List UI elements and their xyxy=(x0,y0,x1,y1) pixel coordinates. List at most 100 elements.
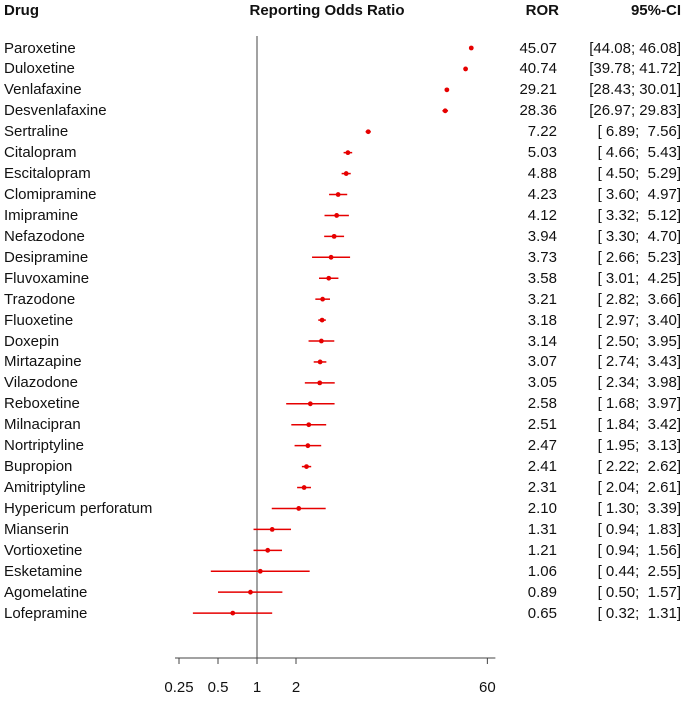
ci-value: [ 0.44; 2.55] xyxy=(597,562,681,580)
ror-value: 1.06 xyxy=(527,562,557,580)
ror-marker xyxy=(365,129,371,135)
ror-value: 2.58 xyxy=(527,395,557,413)
drug-label: Lofepramine xyxy=(4,604,88,622)
drug-label: Imipramine xyxy=(4,206,79,224)
ci-value: [ 2.82; 3.66] xyxy=(597,290,681,308)
column-header-ci: 95%-CI xyxy=(630,2,681,19)
ror-marker xyxy=(328,254,334,260)
ror-marker xyxy=(304,464,309,469)
ror-value: 1.21 xyxy=(527,541,557,559)
ror-value: 4.12 xyxy=(527,206,557,224)
ci-value: [ 4.66; 5.43] xyxy=(597,144,681,162)
ror-marker xyxy=(265,547,271,553)
drug-label: Nortriptyline xyxy=(4,437,85,455)
ror-marker xyxy=(334,213,340,218)
drug-label: Trazodone xyxy=(4,290,76,308)
drug-label: Mianserin xyxy=(4,520,70,538)
x-tick-label: 1 xyxy=(253,679,261,696)
x-tick-label: 2 xyxy=(292,679,300,696)
drug-label: Escitalopram xyxy=(4,165,91,183)
ror-marker xyxy=(230,610,236,616)
ror-value: 2.51 xyxy=(527,416,557,434)
drug-label: Doxepin xyxy=(4,332,60,350)
ci-value: [ 0.32; 1.31] xyxy=(597,604,681,622)
ror-marker xyxy=(343,171,349,176)
ci-value: [ 3.60; 4.97] xyxy=(597,186,681,203)
ror-value: 4.88 xyxy=(527,165,557,183)
ror-marker xyxy=(306,422,312,428)
ci-value: [ 0.50; 1.57] xyxy=(597,583,681,601)
drug-label: Desvenlafaxine xyxy=(4,102,107,120)
ci-value: [ 1.68; 3.97] xyxy=(597,395,681,413)
ror-value: 2.10 xyxy=(527,499,557,517)
ci-value: [39.78; 41.72] xyxy=(589,60,681,78)
ror-value: 2.41 xyxy=(527,458,557,476)
ror-value: 1.31 xyxy=(527,520,557,538)
ci-value: [28.43; 30.01] xyxy=(589,81,681,99)
ror-value: 2.47 xyxy=(527,437,557,455)
drug-label: Esketamine xyxy=(4,562,83,580)
ci-value: [ 6.89; 7.56] xyxy=(597,123,681,141)
ror-value: 3.58 xyxy=(527,269,557,287)
drug-label: Citalopram xyxy=(4,144,77,162)
ci-value: [ 1.95; 3.13] xyxy=(597,437,681,455)
drug-label: Desipramine xyxy=(4,248,89,266)
column-header-drug: Drug xyxy=(4,2,39,19)
ci-value: [ 1.84; 3.42] xyxy=(597,416,681,434)
drug-label: Reboxetine xyxy=(4,395,80,413)
x-tick-label: 0.25 xyxy=(164,679,193,696)
ror-marker xyxy=(442,108,448,114)
drug-label: Bupropion xyxy=(4,458,73,476)
ci-value: [ 3.30; 4.70] xyxy=(597,227,681,245)
ci-value: [ 0.94; 1.83] xyxy=(597,520,681,538)
ror-marker xyxy=(317,359,323,365)
ci-value: [44.08; 46.08] xyxy=(589,39,681,57)
ror-marker xyxy=(320,296,326,302)
drug-label: Fluvoxamine xyxy=(4,269,90,287)
drug-label: Mirtazapine xyxy=(4,353,82,371)
ci-value: [ 3.32; 5.12] xyxy=(597,206,681,224)
drug-label: Amitriptyline xyxy=(4,479,86,497)
ci-value: [ 0.94; 1.56] xyxy=(597,541,681,559)
ror-value: 0.65 xyxy=(527,604,557,622)
ror-value: 5.03 xyxy=(527,144,557,162)
ci-value: [ 2.50; 3.95] xyxy=(597,332,681,350)
ror-marker xyxy=(301,485,307,490)
ci-value: [ 2.22; 2.62] xyxy=(597,458,681,476)
ror-marker xyxy=(463,66,468,72)
ror-marker xyxy=(326,275,332,281)
ror-value: 45.07 xyxy=(519,39,557,57)
ror-marker xyxy=(269,526,275,532)
ci-value: [ 2.34; 3.98] xyxy=(597,374,681,392)
ror-value: 29.21 xyxy=(519,81,557,99)
ror-value: 3.18 xyxy=(527,311,557,329)
ror-value: 3.73 xyxy=(527,248,557,266)
ror-marker xyxy=(319,317,325,323)
ci-value: [ 2.74; 3.43] xyxy=(597,353,681,371)
ror-marker xyxy=(468,45,474,51)
drug-label: Vilazodone xyxy=(4,374,78,392)
ci-value: [ 4.50; 5.29] xyxy=(597,165,681,183)
ci-value: [ 1.30; 3.39] xyxy=(597,499,681,517)
column-header-plot: Reporting Odds Ratio xyxy=(249,2,405,19)
ror-value: 40.74 xyxy=(519,60,557,78)
ror-marker xyxy=(318,338,324,344)
ror-value: 3.14 xyxy=(527,332,557,350)
ror-marker xyxy=(317,380,323,386)
drug-label: Nefazodone xyxy=(4,227,85,245)
ror-value: 2.31 xyxy=(527,479,557,497)
ror-value: 3.21 xyxy=(527,290,557,308)
ci-value: [ 2.66; 5.23] xyxy=(597,248,681,266)
drug-label: Hypericum perforatum xyxy=(4,499,153,517)
ror-value: 3.05 xyxy=(527,374,557,392)
ror-marker xyxy=(307,401,313,407)
drug-label: Duloxetine xyxy=(4,60,75,78)
drug-label: Venlafaxine xyxy=(4,81,82,99)
ror-marker xyxy=(248,589,253,595)
ror-value: 7.22 xyxy=(527,123,557,141)
drug-label: Milnacipran xyxy=(4,416,81,434)
ci-value: [ 2.04; 2.61] xyxy=(597,479,681,497)
ror-value: 3.07 xyxy=(527,353,557,371)
